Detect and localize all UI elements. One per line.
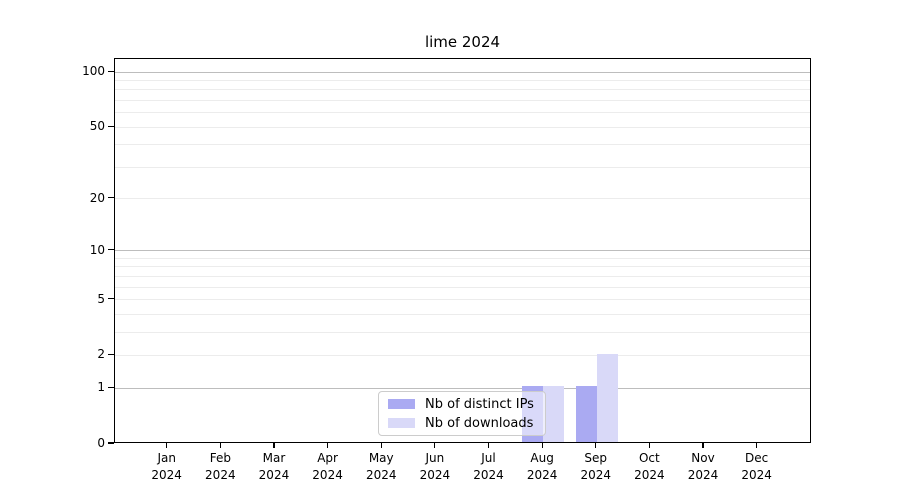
y-tick-mark-1	[108, 386, 114, 388]
y-tick-label-20: 20	[89, 190, 105, 205]
legend: Nb of distinct IPs Nb of downloads	[378, 391, 546, 436]
x-tick-month: Jul	[481, 451, 496, 465]
y-gridline-40	[115, 144, 810, 146]
x-tick-year: 2024	[312, 467, 343, 482]
x-tick-month: Sep	[584, 451, 608, 465]
x-tick-month: Mar	[262, 451, 286, 465]
x-tick-label-nov: Nov 2024	[670, 450, 736, 483]
y-tick-mark-50	[108, 125, 114, 127]
bar-distinct-ips-sep	[575, 386, 597, 442]
y-tick-mark-20	[108, 197, 114, 199]
y-gridline-90	[115, 80, 810, 82]
x-tick-label-mar: Mar 2024	[241, 450, 307, 483]
x-tick-label-jan: Jan 2024	[134, 450, 200, 483]
x-tick-label-may: May 2024	[348, 450, 414, 483]
x-tick-mark-jun	[434, 443, 436, 448]
x-tick-mark-apr	[326, 443, 329, 448]
y-gridline-80	[115, 89, 810, 91]
x-tick-year: 2024	[151, 467, 182, 482]
y-tick-label-100: 100	[82, 64, 105, 79]
y-gridline-7	[115, 275, 810, 277]
x-tick-year: 2024	[634, 467, 665, 482]
x-tick-year: 2024	[741, 467, 772, 482]
x-tick-month: Feb	[209, 451, 231, 465]
x-tick-label-jul: Jul 2024	[455, 450, 521, 483]
bar-downloads-sep	[596, 353, 618, 442]
x-tick-month: Dec	[745, 451, 769, 465]
x-tick-year: 2024	[580, 467, 611, 482]
y-tick-mark-0	[108, 442, 114, 444]
y-tick-mark-2	[108, 353, 114, 356]
y-gridline-6	[115, 286, 810, 288]
legend-label-distinct-ips: Nb of distinct IPs	[425, 396, 534, 412]
x-tick-mark-aug	[541, 443, 543, 448]
x-tick-month: May	[368, 451, 394, 465]
x-tick-label-apr: Apr 2024	[295, 450, 361, 483]
y-tick-mark-10	[108, 249, 114, 251]
y-gridline-9	[115, 258, 810, 259]
x-tick-year: 2024	[205, 467, 236, 482]
y-gridline-70	[115, 100, 810, 102]
x-tick-label-dec: Dec 2024	[724, 450, 790, 483]
legend-swatch-downloads-icon	[388, 418, 415, 428]
y-gridline-50	[115, 126, 810, 128]
x-tick-month: Apr	[317, 451, 338, 465]
x-tick-mark-sep	[595, 443, 597, 448]
x-tick-mark-nov	[702, 443, 704, 448]
x-tick-mark-feb	[219, 443, 221, 448]
x-tick-mark-may	[380, 443, 382, 448]
y-gridline-20	[115, 198, 810, 200]
x-tick-year: 2024	[365, 467, 397, 482]
x-tick-year: 2024	[258, 467, 290, 482]
x-tick-year: 2024	[526, 467, 558, 482]
legend-item-downloads: Nb of downloads	[388, 416, 545, 431]
bar-downloads-aug	[543, 386, 565, 442]
x-tick-mark-dec	[756, 443, 758, 448]
x-tick-month: Nov	[691, 451, 715, 465]
y-gridline-5	[115, 299, 810, 301]
x-tick-mark-jul	[487, 443, 490, 448]
legend-swatch-distinct-ips-icon	[388, 399, 415, 409]
legend-label-downloads: Nb of downloads	[425, 415, 534, 431]
x-tick-year: 2024	[473, 467, 504, 482]
chart-title: lime 2024	[424, 33, 501, 51]
y-gridline-100	[115, 71, 810, 73]
y-tick-label-5: 5	[97, 291, 105, 306]
y-gridline-4	[115, 313, 810, 315]
plot-area: Nb of distinct IPs Nb of downloads	[114, 58, 811, 443]
x-tick-label-jun: Jun 2024	[402, 450, 468, 483]
x-tick-month: Oct	[638, 451, 660, 465]
y-gridline-60	[115, 112, 810, 114]
y-gridline-2	[115, 354, 810, 356]
x-tick-label-feb: Feb 2024	[187, 450, 253, 483]
y-tick-label-10: 10	[89, 242, 105, 257]
y-tick-label-2: 2	[97, 347, 105, 362]
y-gridline-30	[115, 166, 810, 168]
x-tick-month: Aug	[530, 451, 554, 465]
x-tick-year: 2024	[687, 467, 719, 482]
y-gridline-1	[115, 387, 810, 389]
x-tick-month: Jan	[157, 451, 176, 465]
x-tick-label-sep: Sep 2024	[563, 450, 629, 483]
x-tick-month: Jun	[425, 451, 445, 465]
x-tick-label-aug: Aug 2024	[509, 450, 575, 483]
x-tick-label-oct: Oct 2024	[616, 450, 682, 483]
y-gridline-3	[115, 331, 810, 333]
y-tick-label-1: 1	[97, 380, 105, 395]
y-tick-label-0: 0	[97, 436, 105, 450]
x-tick-year: 2024	[419, 467, 451, 482]
legend-item-distinct-ips: Nb of distinct IPs	[388, 397, 545, 412]
y-tick-mark-5	[108, 298, 114, 300]
y-gridline-8	[115, 266, 810, 268]
x-tick-mark-mar	[273, 443, 275, 448]
y-gridline-10	[115, 250, 810, 252]
x-tick-mark-jan	[166, 443, 168, 448]
y-tick-mark-100	[108, 70, 114, 72]
y-tick-label-50: 50	[89, 119, 105, 134]
x-tick-mark-oct	[648, 443, 650, 448]
